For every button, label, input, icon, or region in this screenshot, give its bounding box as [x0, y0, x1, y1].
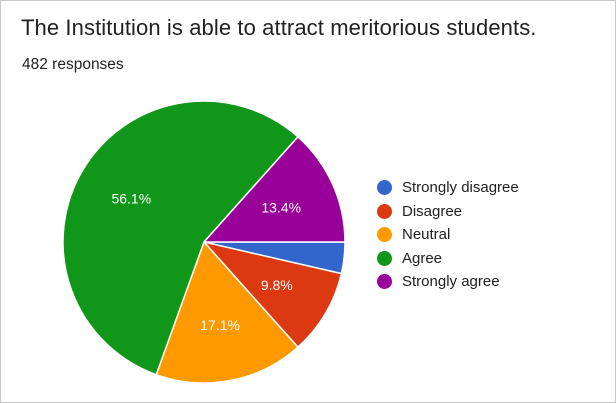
legend-swatch-strongly-disagree — [377, 180, 392, 196]
legend-swatch-agree — [377, 250, 392, 266]
pie-slice-disagree[interactable] — [203, 241, 343, 348]
chart-title: The Institution is able to attract merit… — [21, 15, 537, 40]
legend-item-strongly-agree[interactable]: Strongly agree — [377, 270, 519, 294]
legend-label-disagree: Disagree — [402, 202, 463, 220]
slice-label-strongly-agree: 13.4% — [261, 199, 301, 215]
slice-label-agree: 56.1% — [111, 191, 151, 207]
legend-item-strongly-disagree[interactable]: Strongly disagree — [377, 176, 519, 200]
legend-swatch-neutral — [377, 227, 392, 243]
legend-label-strongly-disagree: Strongly disagree — [402, 179, 519, 197]
legend-swatch-strongly-agree — [377, 274, 392, 290]
chart-legend: Strongly disagree Disagree Neutral Agree Str… — [377, 176, 519, 294]
slice-label-disagree: 9.8% — [261, 277, 293, 293]
slice-label-neutral: 17.1% — [200, 317, 240, 333]
legend-label-agree: Agree — [402, 249, 443, 267]
pie-slice-strongly-agree[interactable] — [203, 136, 346, 243]
legend-label-neutral: Neutral — [402, 226, 451, 244]
legend-label-strongly-agree: Strongly agree — [402, 273, 500, 291]
response-count: 482 responses — [22, 56, 124, 73]
legend-item-disagree[interactable]: Disagree — [377, 200, 519, 224]
legend-swatch-disagree — [377, 203, 392, 219]
legend-item-neutral[interactable]: Neutral — [377, 223, 519, 247]
legend-item-agree[interactable]: Agree — [377, 247, 519, 271]
pie-slice-agree[interactable] — [62, 100, 299, 376]
